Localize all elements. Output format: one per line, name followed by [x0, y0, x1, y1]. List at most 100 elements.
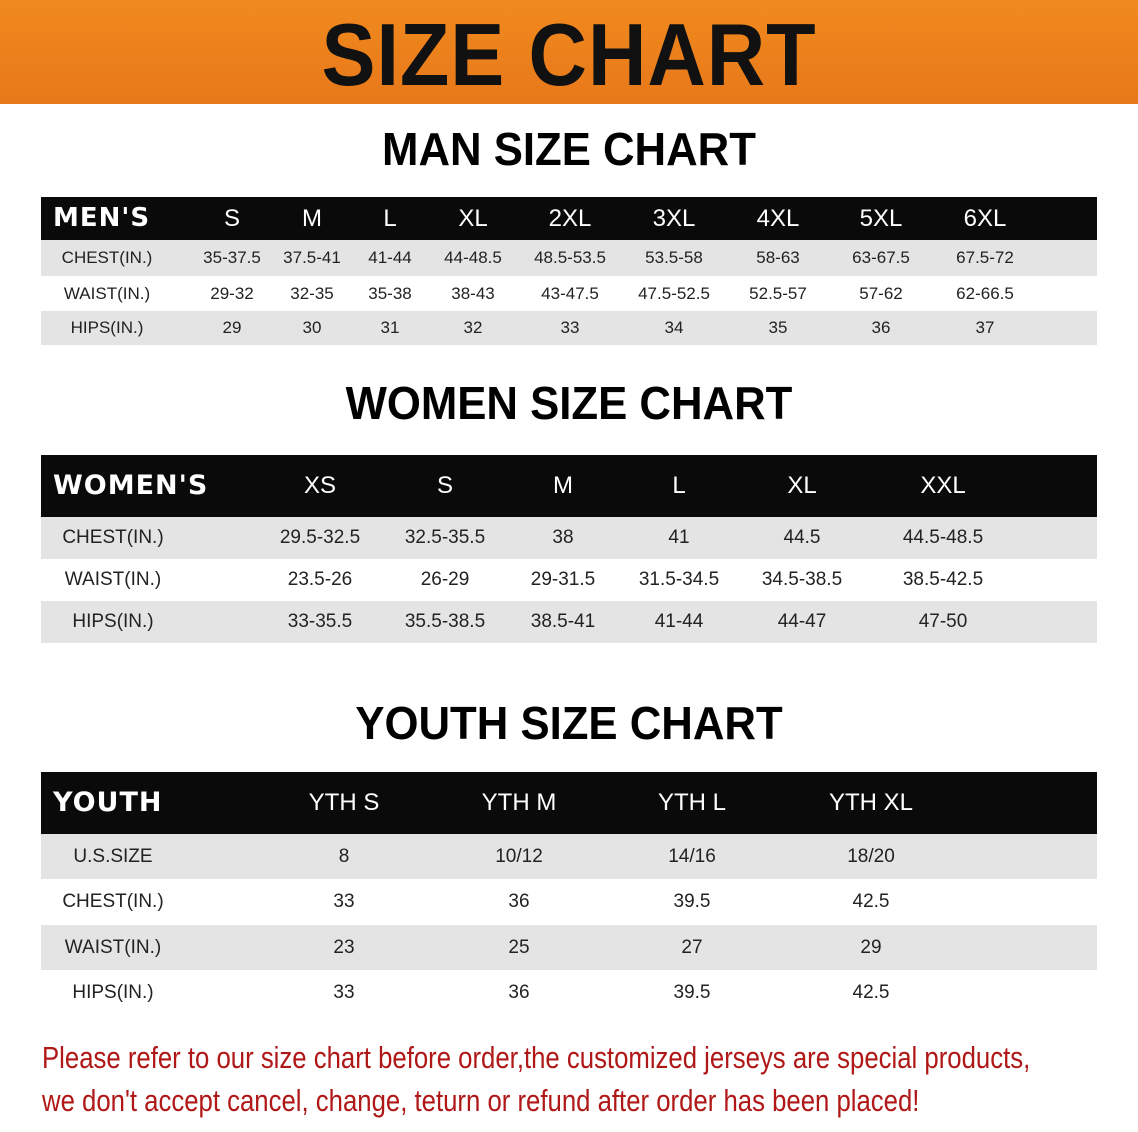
measurement-cell: 29-31.5: [530, 569, 596, 590]
table-row: WAIST(IN.) 23.5-26 26-29 29-31.5 31.5-34.5 34…: [41, 559, 1097, 601]
measurement-cell: 63-67.5: [852, 248, 910, 267]
measurement-cell: 33: [333, 982, 355, 1003]
measurement-cell: 39.5: [673, 891, 711, 912]
measurement-cell: 38-43: [451, 284, 495, 303]
row-label: HIPS(IN.): [70, 318, 144, 337]
measurement-cell: 8: [338, 846, 350, 867]
size-column-header: S: [436, 472, 454, 499]
table-row: WAIST(IN.) 23 25 27 29: [41, 925, 1097, 970]
measurement-cell: 31.5-34.5: [638, 569, 720, 590]
measurement-cell: 44-47: [777, 611, 827, 632]
row-label: WAIST(IN.): [63, 284, 151, 303]
measurement-cell: 29: [222, 318, 242, 337]
size-column-header: XXL: [920, 472, 966, 499]
notice-line-2: we don't accept cancel, change, teturn o…: [42, 1083, 920, 1118]
women-section-title: WOMEN SIZE CHART: [345, 377, 793, 429]
measurement-cell: 67.5-72: [956, 248, 1014, 267]
measurement-cell: 38.5-42.5: [902, 569, 984, 590]
size-column-header: S: [223, 205, 241, 232]
measurement-cell: 38: [552, 527, 574, 548]
measurement-cell: 30: [302, 318, 322, 337]
row-label: CHEST(IN.): [62, 891, 164, 912]
youth-section-title: YOUTH SIZE CHART: [355, 697, 783, 749]
measurement-cell: 44.5-48.5: [902, 527, 984, 548]
measurement-cell: 42.5: [852, 891, 890, 912]
measurement-cell: 33-35.5: [287, 611, 353, 632]
measurement-cell: 33: [560, 318, 580, 337]
row-label: WAIST(IN.): [64, 569, 162, 590]
men-size-table: MEN'S S M L XL 2XL 3XL 4XL 5XL 6XL CHEST(IN.) 35-37…: [41, 197, 1097, 345]
measurement-cell: 37: [975, 318, 995, 337]
youth-size-table: YOUTH YTH S YTH M YTH L YTH XL U.S.SIZE 8 10/12…: [41, 772, 1097, 1015]
measurement-cell: 41: [668, 527, 690, 548]
measurement-cell: 36: [508, 891, 530, 912]
measurement-cell: 23.5-26: [287, 569, 353, 590]
measurement-cell: 25: [508, 937, 530, 958]
size-column-header: XS: [303, 472, 337, 499]
size-column-header: L: [383, 205, 397, 232]
row-label: CHEST(IN.): [61, 248, 153, 267]
size-column-header: YTH XL: [828, 789, 914, 816]
size-column-header: 6XL: [963, 205, 1007, 232]
measurement-cell: 42.5: [852, 982, 890, 1003]
measurement-cell: 44-48.5: [444, 248, 502, 267]
measurement-cell: 29-32: [210, 284, 254, 303]
women-size-table: WOMEN'S XS S M L XL XXL CHEST(IN.) 29.5-32.5 32.5…: [41, 455, 1097, 643]
table-row: WAIST(IN.) 29-32 32-35 35-38 38-43 43-47.5 47.…: [41, 276, 1097, 311]
measurement-cell: 39.5: [673, 982, 711, 1003]
size-column-header: XL: [458, 205, 488, 232]
size-column-header: 2XL: [548, 205, 592, 232]
measurement-cell: 35.5-38.5: [404, 611, 486, 632]
measurement-cell: 23: [333, 937, 355, 958]
banner-title: SIZE CHART: [321, 5, 817, 104]
measurement-cell: 33: [333, 891, 355, 912]
measurement-cell: 41-44: [654, 611, 704, 632]
measurement-cell: 18/20: [847, 846, 895, 867]
size-column-header: M: [302, 205, 322, 232]
table-row: HIPS(IN.) 33 36 39.5 42.5: [41, 970, 1097, 1015]
table-corner-label: WOMEN'S: [53, 470, 209, 501]
size-column-header: 5XL: [859, 205, 903, 232]
row-label: HIPS(IN.): [72, 982, 154, 1003]
measurement-cell: 32: [463, 318, 483, 337]
table-row: U.S.SIZE 8 10/12 14/16 18/20: [41, 834, 1097, 879]
measurement-cell: 47-50: [918, 611, 968, 632]
table-row: CHEST(IN.) 29.5-32.5 32.5-35.5 38 41 44.5 44.5…: [41, 517, 1097, 559]
measurement-cell: 37.5-41: [283, 248, 341, 267]
measurement-cell: 10/12: [495, 846, 543, 867]
row-label: WAIST(IN.): [64, 937, 162, 958]
size-column-header: YTH S: [308, 789, 380, 816]
measurement-cell: 43-47.5: [541, 284, 599, 303]
table-row: CHEST(IN.) 33 36 39.5 42.5: [41, 879, 1097, 925]
measurement-cell: 36: [508, 982, 530, 1003]
measurement-cell: 29: [860, 937, 882, 958]
table-row: HIPS(IN.) 29 30 31 32 33 34 35 36 37: [41, 311, 1097, 345]
size-column-header: YTH L: [657, 789, 727, 816]
measurement-cell: 35-38: [368, 284, 412, 303]
measurement-cell: 34: [664, 318, 684, 337]
measurement-cell: 47.5-52.5: [638, 284, 710, 303]
measurement-cell: 27: [681, 937, 703, 958]
measurement-cell: 14/16: [668, 846, 716, 867]
table-row: CHEST(IN.) 35-37.5 37.5-41 41-44 44-48.5 48.5…: [41, 240, 1097, 276]
measurement-cell: 32.5-35.5: [404, 527, 486, 548]
size-column-header: L: [672, 472, 686, 499]
measurement-cell: 38.5-41: [530, 611, 596, 632]
size-column-header: YTH M: [481, 789, 557, 816]
measurement-cell: 29.5-32.5: [279, 527, 361, 548]
measurement-cell: 48.5-53.5: [534, 248, 606, 267]
measurement-cell: 35-37.5: [203, 248, 261, 267]
men-section-title: MAN SIZE CHART: [382, 123, 756, 175]
measurement-cell: 35: [768, 318, 788, 337]
measurement-cell: 58-63: [756, 248, 800, 267]
size-column-header: 3XL: [652, 205, 696, 232]
table-header-row: YOUTH YTH S YTH M YTH L YTH XL: [41, 772, 1097, 834]
table-header-row: WOMEN'S XS S M L XL XXL: [41, 455, 1097, 517]
measurement-cell: 57-62: [859, 284, 903, 303]
measurement-cell: 26-29: [420, 569, 470, 590]
measurement-cell: 34.5-38.5: [761, 569, 843, 590]
measurement-cell: 44.5: [783, 527, 821, 548]
measurement-cell: 32-35: [290, 284, 334, 303]
banner: SIZE CHART: [0, 0, 1138, 104]
table-header-row: MEN'S S M L XL 2XL 3XL 4XL 5XL 6XL: [41, 197, 1097, 240]
